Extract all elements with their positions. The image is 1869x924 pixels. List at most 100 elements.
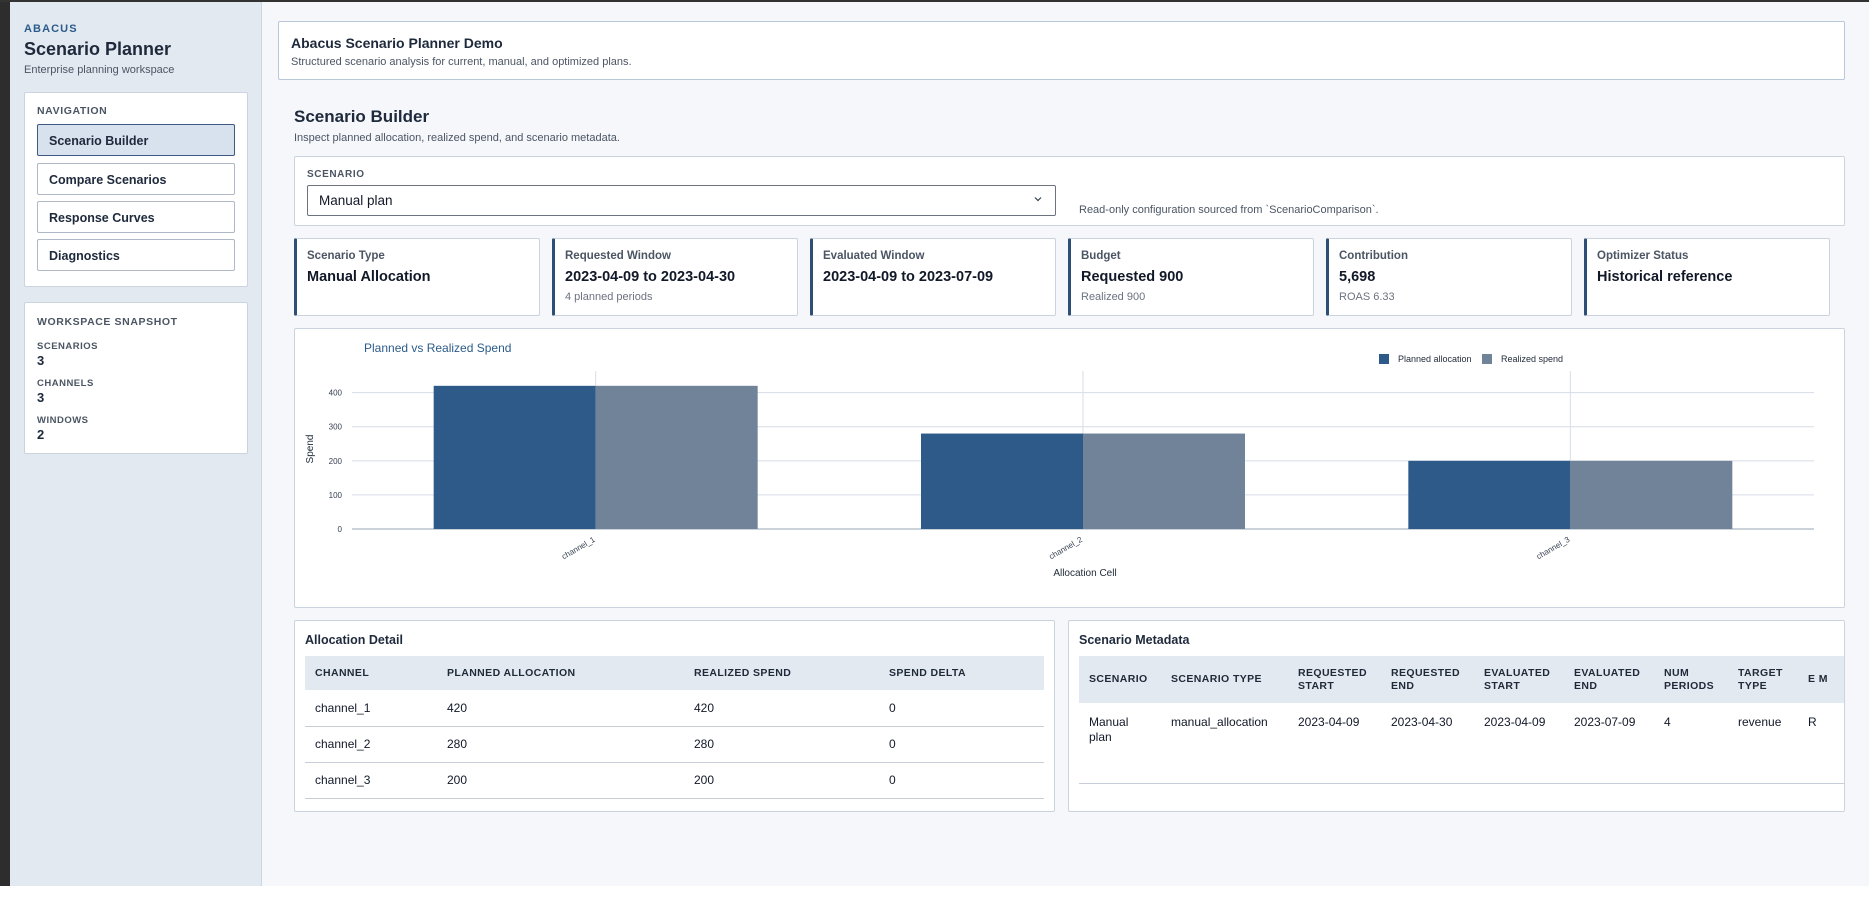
metric-card-evaluated-window: Evaluated Window 2023-04-09 to 2023-07-0… bbox=[810, 238, 1056, 316]
metric-label: Scenario Type bbox=[307, 250, 385, 262]
snapshot-windows-label: WINDOWS bbox=[37, 415, 89, 426]
allocation-detail-title: Allocation Detail bbox=[305, 633, 403, 647]
page-subtitle: Structured scenario analysis for current… bbox=[291, 56, 632, 68]
table-row: channel_3 200 200 0 bbox=[305, 762, 1044, 799]
bar-channel_2-planned bbox=[921, 433, 1083, 529]
table-cell: 200 bbox=[684, 762, 879, 799]
column-header: REQUESTED START bbox=[1288, 656, 1381, 703]
spend-chart-card: 0 100 200 300 400 channel_1 channel_2 channel_3… bbox=[294, 328, 1845, 608]
metric-value: Requested 900 bbox=[1081, 269, 1184, 285]
table-cell: revenue bbox=[1728, 703, 1798, 784]
spend-bar-chart: 0 100 200 300 400 channel_1 channel_2 channel_3… bbox=[305, 341, 1814, 579]
scenario-select-value: Manual plan bbox=[319, 193, 393, 208]
metric-value: Historical reference bbox=[1597, 269, 1733, 285]
table-cell: 280 bbox=[437, 726, 684, 763]
table-cell: 2023-04-09 bbox=[1288, 703, 1381, 784]
table-cell: 0 bbox=[879, 762, 1044, 799]
snapshot-scenarios-value: 3 bbox=[37, 353, 45, 368]
column-header: EVALUATED END bbox=[1564, 656, 1654, 703]
column-header: SPEND DELTA bbox=[879, 656, 1044, 690]
snapshot-windows-value: 2 bbox=[37, 427, 45, 442]
nav-response-curves[interactable]: Response Curves bbox=[37, 201, 235, 233]
table-cell: 280 bbox=[684, 726, 879, 763]
nav-diagnostics[interactable]: Diagnostics bbox=[37, 239, 235, 271]
page-title: Abacus Scenario Planner Demo bbox=[291, 35, 503, 51]
legend-swatch bbox=[1379, 354, 1389, 364]
snapshot-channels-value: 3 bbox=[37, 390, 45, 405]
nav-scenario-builder[interactable]: Scenario Builder bbox=[37, 124, 235, 156]
chevron-down-icon bbox=[1034, 197, 1042, 202]
table-header-row: CHANNEL PLANNED ALLOCATION REALIZED SPEN… bbox=[305, 656, 1044, 690]
column-header: TARGET TYPE bbox=[1728, 656, 1798, 703]
column-header: CHANNEL bbox=[305, 656, 437, 690]
metric-label: Requested Window bbox=[565, 250, 671, 262]
app-subtitle: Enterprise planning workspace bbox=[24, 64, 175, 76]
metric-subvalue: 4 planned periods bbox=[565, 291, 653, 303]
metric-label: Contribution bbox=[1339, 250, 1408, 262]
bar-channel_3-realized bbox=[1570, 460, 1733, 529]
brand-kicker: ABACUS bbox=[24, 23, 78, 35]
y-tick-label: 200 bbox=[329, 457, 343, 466]
y-tick-label: 100 bbox=[329, 491, 343, 500]
nav-compare-scenarios[interactable]: Compare Scenarios bbox=[37, 163, 235, 195]
app-window: ABACUS Scenario Planner Enterprise plann… bbox=[0, 2, 1869, 886]
column-header: SCENARIO bbox=[1079, 656, 1161, 703]
metric-label: Evaluated Window bbox=[823, 250, 925, 262]
snapshot-channels-label: CHANNELS bbox=[37, 378, 94, 389]
chart-title: Planned vs Realized Spend bbox=[364, 341, 511, 355]
metric-label: Budget bbox=[1081, 250, 1121, 262]
allocation-table: CHANNEL PLANNED ALLOCATION REALIZED SPEN… bbox=[305, 656, 1044, 799]
section-title: Scenario Builder bbox=[294, 107, 430, 126]
scenario-metadata-card: Scenario Metadata SCENARIO SCENARIO TYPE… bbox=[1068, 620, 1845, 812]
table-cell: manual_allocation bbox=[1161, 703, 1288, 784]
column-header: NUM PERIODS bbox=[1654, 656, 1728, 703]
table-cell: 2023-04-30 bbox=[1381, 703, 1474, 784]
bar-channel_3-planned bbox=[1408, 460, 1571, 529]
metric-card-contribution: Contribution 5,698 ROAS 6.33 bbox=[1326, 238, 1572, 316]
metric-label: Optimizer Status bbox=[1597, 250, 1689, 262]
column-header: REALIZED SPEND bbox=[684, 656, 879, 690]
snapshot-label: WORKSPACE SNAPSHOT bbox=[37, 316, 178, 328]
table-cell: 0 bbox=[879, 726, 1044, 763]
x-tick-label: channel_1 bbox=[560, 535, 597, 562]
table-cell: 200 bbox=[437, 762, 684, 799]
table-cell: 2023-07-09 bbox=[1564, 703, 1654, 784]
bar-channel_2-realized bbox=[1083, 433, 1245, 529]
app-title: Scenario Planner bbox=[24, 39, 172, 59]
metric-value: 2023-04-09 to 2023-04-30 bbox=[565, 269, 736, 285]
table-cell: channel_3 bbox=[305, 762, 437, 799]
x-tick-label: channel_3 bbox=[1535, 535, 1572, 562]
section-subtitle: Inspect planned allocation, realized spe… bbox=[294, 132, 620, 144]
metric-subvalue: ROAS 6.33 bbox=[1339, 291, 1395, 303]
table-cell: Manual plan bbox=[1079, 703, 1161, 784]
table-cell: 0 bbox=[879, 690, 1044, 727]
bar-channel_1-realized bbox=[595, 385, 758, 529]
scenario-label: SCENARIO bbox=[307, 169, 365, 180]
page-header: Abacus Scenario Planner Demo Structured … bbox=[278, 21, 1845, 80]
metric-card-optimizer-status: Optimizer Status Historical reference bbox=[1584, 238, 1830, 316]
metric-subvalue: Realized 900 bbox=[1081, 291, 1146, 303]
column-header: EVALUATED START bbox=[1474, 656, 1564, 703]
snapshot-scenarios-label: SCENARIOS bbox=[37, 341, 98, 352]
y-axis-label: Spend bbox=[305, 435, 316, 464]
metric-card-requested-window: Requested Window 2023-04-09 to 2023-04-3… bbox=[552, 238, 798, 316]
table-cell: R bbox=[1798, 703, 1844, 784]
metric-value: 5,698 bbox=[1339, 269, 1376, 285]
column-header: E M bbox=[1798, 656, 1844, 703]
allocation-detail-card: Allocation Detail CHANNEL PLANNED ALLOCA… bbox=[294, 620, 1055, 812]
table-row: channel_1 420 420 0 bbox=[305, 690, 1044, 727]
scenario-metadata-table: SCENARIO SCENARIO TYPE REQUESTED START R… bbox=[1079, 656, 1844, 784]
table-cell: 2023-04-09 bbox=[1474, 703, 1564, 784]
sidebar: ABACUS Scenario Planner Enterprise plann… bbox=[10, 2, 262, 886]
navigation-label: NAVIGATION bbox=[37, 105, 108, 117]
navigation-panel: NAVIGATION Scenario Builder Compare Scen… bbox=[24, 92, 248, 287]
legend-swatch bbox=[1482, 354, 1492, 364]
y-tick-label: 0 bbox=[338, 525, 343, 534]
scenario-select[interactable]: Manual plan bbox=[307, 185, 1056, 216]
metric-card-scenario-type: Scenario Type Manual Allocation bbox=[294, 238, 540, 316]
table-cell: 420 bbox=[684, 690, 879, 727]
table-cell: channel_1 bbox=[305, 690, 437, 727]
metric-value: 2023-04-09 to 2023-07-09 bbox=[823, 269, 994, 285]
table-row: channel_2 280 280 0 bbox=[305, 726, 1044, 763]
scenario-selector-card: SCENARIO Manual plan Read-only configura… bbox=[294, 156, 1845, 226]
